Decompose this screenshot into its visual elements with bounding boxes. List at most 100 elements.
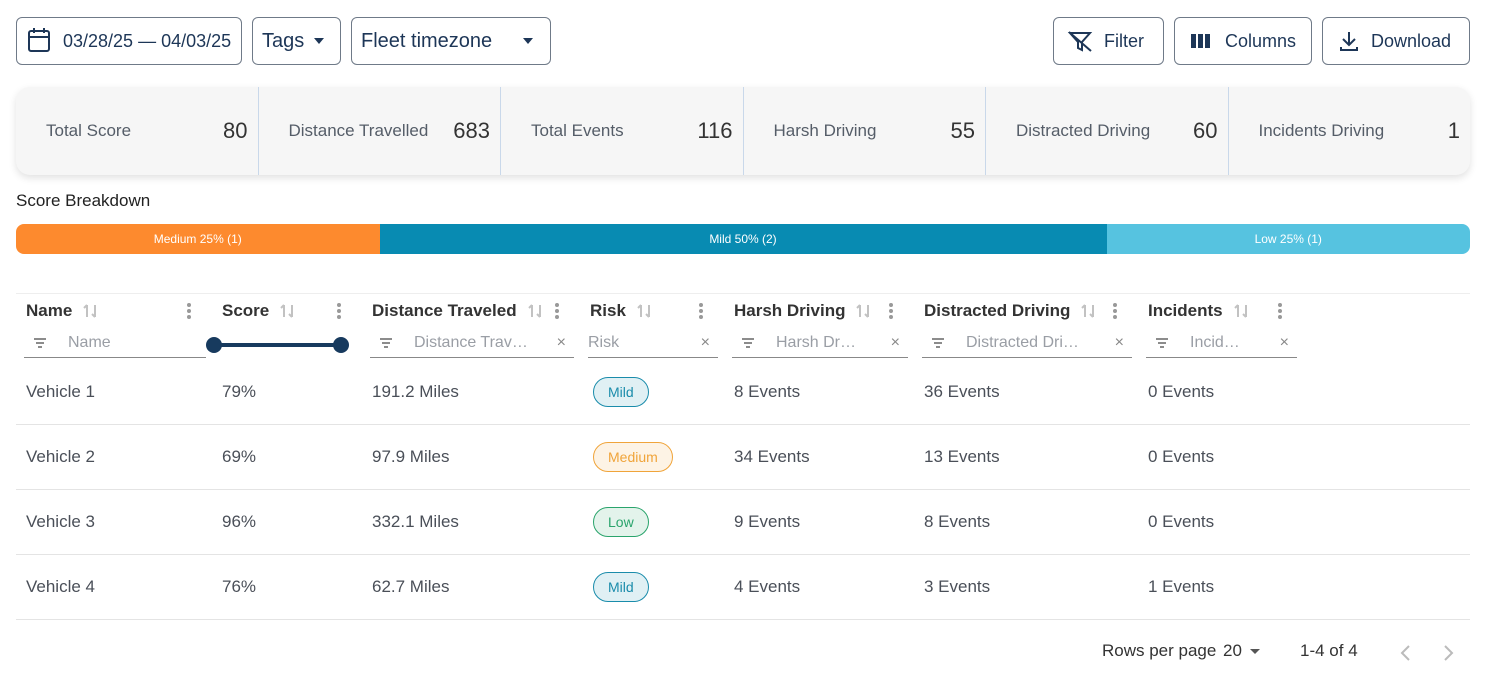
table-cell: Mild bbox=[590, 555, 649, 619]
filter-placeholder: Risk bbox=[588, 333, 620, 351]
table-cell: 96% bbox=[222, 490, 256, 554]
table-row: Vehicle 3 96% 332.1 Miles Low 9 Events 8 Even… bbox=[16, 490, 1470, 555]
filter-icon bbox=[1146, 335, 1180, 351]
cell-text: 9 Events bbox=[734, 512, 801, 531]
filter-clear[interactable]: × bbox=[890, 333, 900, 351]
column-header: Harsh Driving bbox=[734, 297, 914, 325]
columns-button[interactable]: Columns bbox=[1174, 17, 1312, 65]
summary-label: Harsh Driving bbox=[773, 121, 877, 140]
table-cell: Vehicle 2 bbox=[26, 425, 95, 489]
column-menu[interactable] bbox=[1112, 301, 1118, 321]
sort-icon[interactable] bbox=[1231, 301, 1253, 321]
summary-value: 683 bbox=[453, 118, 490, 143]
sort-icon[interactable] bbox=[277, 301, 299, 321]
filter-clear[interactable]: × bbox=[556, 333, 566, 351]
column-filter[interactable]: Name bbox=[24, 328, 206, 358]
cell-text: 0 Events bbox=[1148, 447, 1215, 466]
summary-value: 116 bbox=[697, 118, 733, 143]
header-text[interactable]: Score bbox=[222, 301, 270, 320]
summary-value: 60 bbox=[1193, 118, 1218, 143]
filter-clear[interactable]: × bbox=[700, 333, 710, 351]
next-page[interactable] bbox=[1438, 642, 1458, 664]
column-menu[interactable] bbox=[698, 301, 704, 321]
summary-cell: Incidents Driving 1 bbox=[1229, 87, 1471, 175]
table-cell: 3 Events bbox=[924, 555, 990, 619]
table-cell: 0 Events bbox=[1148, 425, 1214, 489]
table-cell: Mild bbox=[590, 360, 649, 424]
sort-icon[interactable] bbox=[525, 301, 547, 321]
dropdown-arrow bbox=[314, 38, 325, 44]
column-header: Distracted Driving bbox=[924, 297, 1138, 325]
timezone-dropdown[interactable]: Fleet timezone bbox=[351, 17, 551, 65]
rows-per-page-label: Rows per page bbox=[1102, 641, 1217, 660]
breakdown-segment: Low 25% (1) bbox=[1106, 224, 1470, 254]
summary-cell: Total Events 116 bbox=[501, 87, 744, 175]
table-cell: 76% bbox=[222, 555, 256, 619]
column-filter[interactable]: Incid… × bbox=[1146, 328, 1297, 358]
prev-page[interactable] bbox=[1396, 642, 1416, 664]
cell-text: 3 Events bbox=[924, 577, 991, 596]
header-text[interactable]: Name bbox=[26, 301, 73, 320]
table-cell: 0 Events bbox=[1148, 490, 1214, 554]
table-cell: 69% bbox=[222, 425, 256, 489]
header-text[interactable]: Harsh Driving bbox=[734, 301, 846, 320]
summary-label: Incidents Driving bbox=[1258, 121, 1385, 140]
filter-button[interactable]: Filter bbox=[1053, 17, 1164, 65]
table-cell: 62.7 Miles bbox=[372, 555, 449, 619]
rows-per-page-select[interactable]: 20 bbox=[1223, 641, 1268, 661]
sort-icon[interactable] bbox=[80, 301, 102, 321]
column-menu[interactable] bbox=[1277, 301, 1283, 321]
column-filter[interactable]: Risk × bbox=[588, 328, 718, 358]
cell-text: 13 Events bbox=[924, 447, 1000, 466]
dropdown-arrow bbox=[1249, 649, 1260, 654]
sort-icon[interactable] bbox=[634, 301, 656, 321]
score-range-slider[interactable] bbox=[206, 334, 352, 356]
summary-label: Total Score bbox=[46, 121, 132, 140]
segment-label: Mild 50% (2) bbox=[709, 232, 777, 246]
column-filter[interactable]: Distance Trav… × bbox=[370, 328, 574, 358]
table-cell: 8 Events bbox=[734, 360, 800, 424]
summary-value: 55 bbox=[950, 118, 975, 143]
table-top-border bbox=[16, 293, 1470, 294]
download-button[interactable]: Download bbox=[1322, 17, 1470, 65]
column-header: Score bbox=[222, 297, 362, 325]
cell-text: 0 Events bbox=[1148, 382, 1215, 401]
sort-icon[interactable] bbox=[1078, 301, 1100, 321]
date-range-button[interactable]: 03/28/25 — 04/03/25 bbox=[16, 17, 242, 65]
column-menu[interactable] bbox=[888, 301, 894, 321]
header-text[interactable]: Risk bbox=[590, 301, 626, 320]
cell-text: Vehicle 1 bbox=[26, 382, 95, 401]
column-filter[interactable]: Distracted Dri… × bbox=[922, 328, 1132, 358]
header-text[interactable]: Incidents bbox=[1148, 301, 1223, 320]
summary-label: Total Events bbox=[531, 121, 624, 140]
filter-clear[interactable]: × bbox=[1114, 333, 1124, 351]
tags-dropdown[interactable]: Tags bbox=[252, 17, 341, 65]
cell-text: Vehicle 4 bbox=[26, 577, 95, 596]
risk-chip: Medium bbox=[593, 442, 673, 472]
rows-per-page: 20 bbox=[1223, 641, 1242, 660]
table-cell: 0 Events bbox=[1148, 360, 1214, 424]
sort-icon[interactable] bbox=[853, 301, 875, 321]
column-menu[interactable] bbox=[186, 301, 192, 321]
filter-icon bbox=[1067, 31, 1093, 52]
summary-value: 1 bbox=[1447, 118, 1460, 143]
column-menu[interactable] bbox=[554, 301, 560, 321]
cell-text: 76% bbox=[222, 577, 257, 596]
filter-clear[interactable]: × bbox=[1279, 333, 1289, 351]
header-text[interactable]: Distracted Driving bbox=[924, 301, 1071, 320]
table-cell: Medium bbox=[590, 425, 673, 489]
column-menu[interactable] bbox=[336, 301, 342, 321]
table-cell: 9 Events bbox=[734, 490, 800, 554]
column-header: Incidents bbox=[1148, 297, 1303, 325]
table-cell: 79% bbox=[222, 360, 256, 424]
table-cell: 36 Events bbox=[924, 360, 1000, 424]
filter-icon bbox=[922, 335, 956, 351]
table-cell: Low bbox=[590, 490, 649, 554]
risk-chip: Mild bbox=[593, 572, 649, 602]
column-filter[interactable]: Harsh Dr… × bbox=[732, 328, 908, 358]
column-header: Distance Traveled bbox=[372, 297, 580, 325]
header-text[interactable]: Distance Traveled bbox=[372, 301, 517, 320]
cell-text: 79% bbox=[222, 382, 257, 401]
segment-label: Medium 25% (1) bbox=[153, 232, 242, 246]
